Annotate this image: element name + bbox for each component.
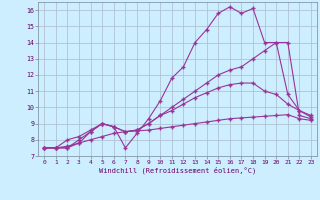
X-axis label: Windchill (Refroidissement éolien,°C): Windchill (Refroidissement éolien,°C) — [99, 167, 256, 174]
